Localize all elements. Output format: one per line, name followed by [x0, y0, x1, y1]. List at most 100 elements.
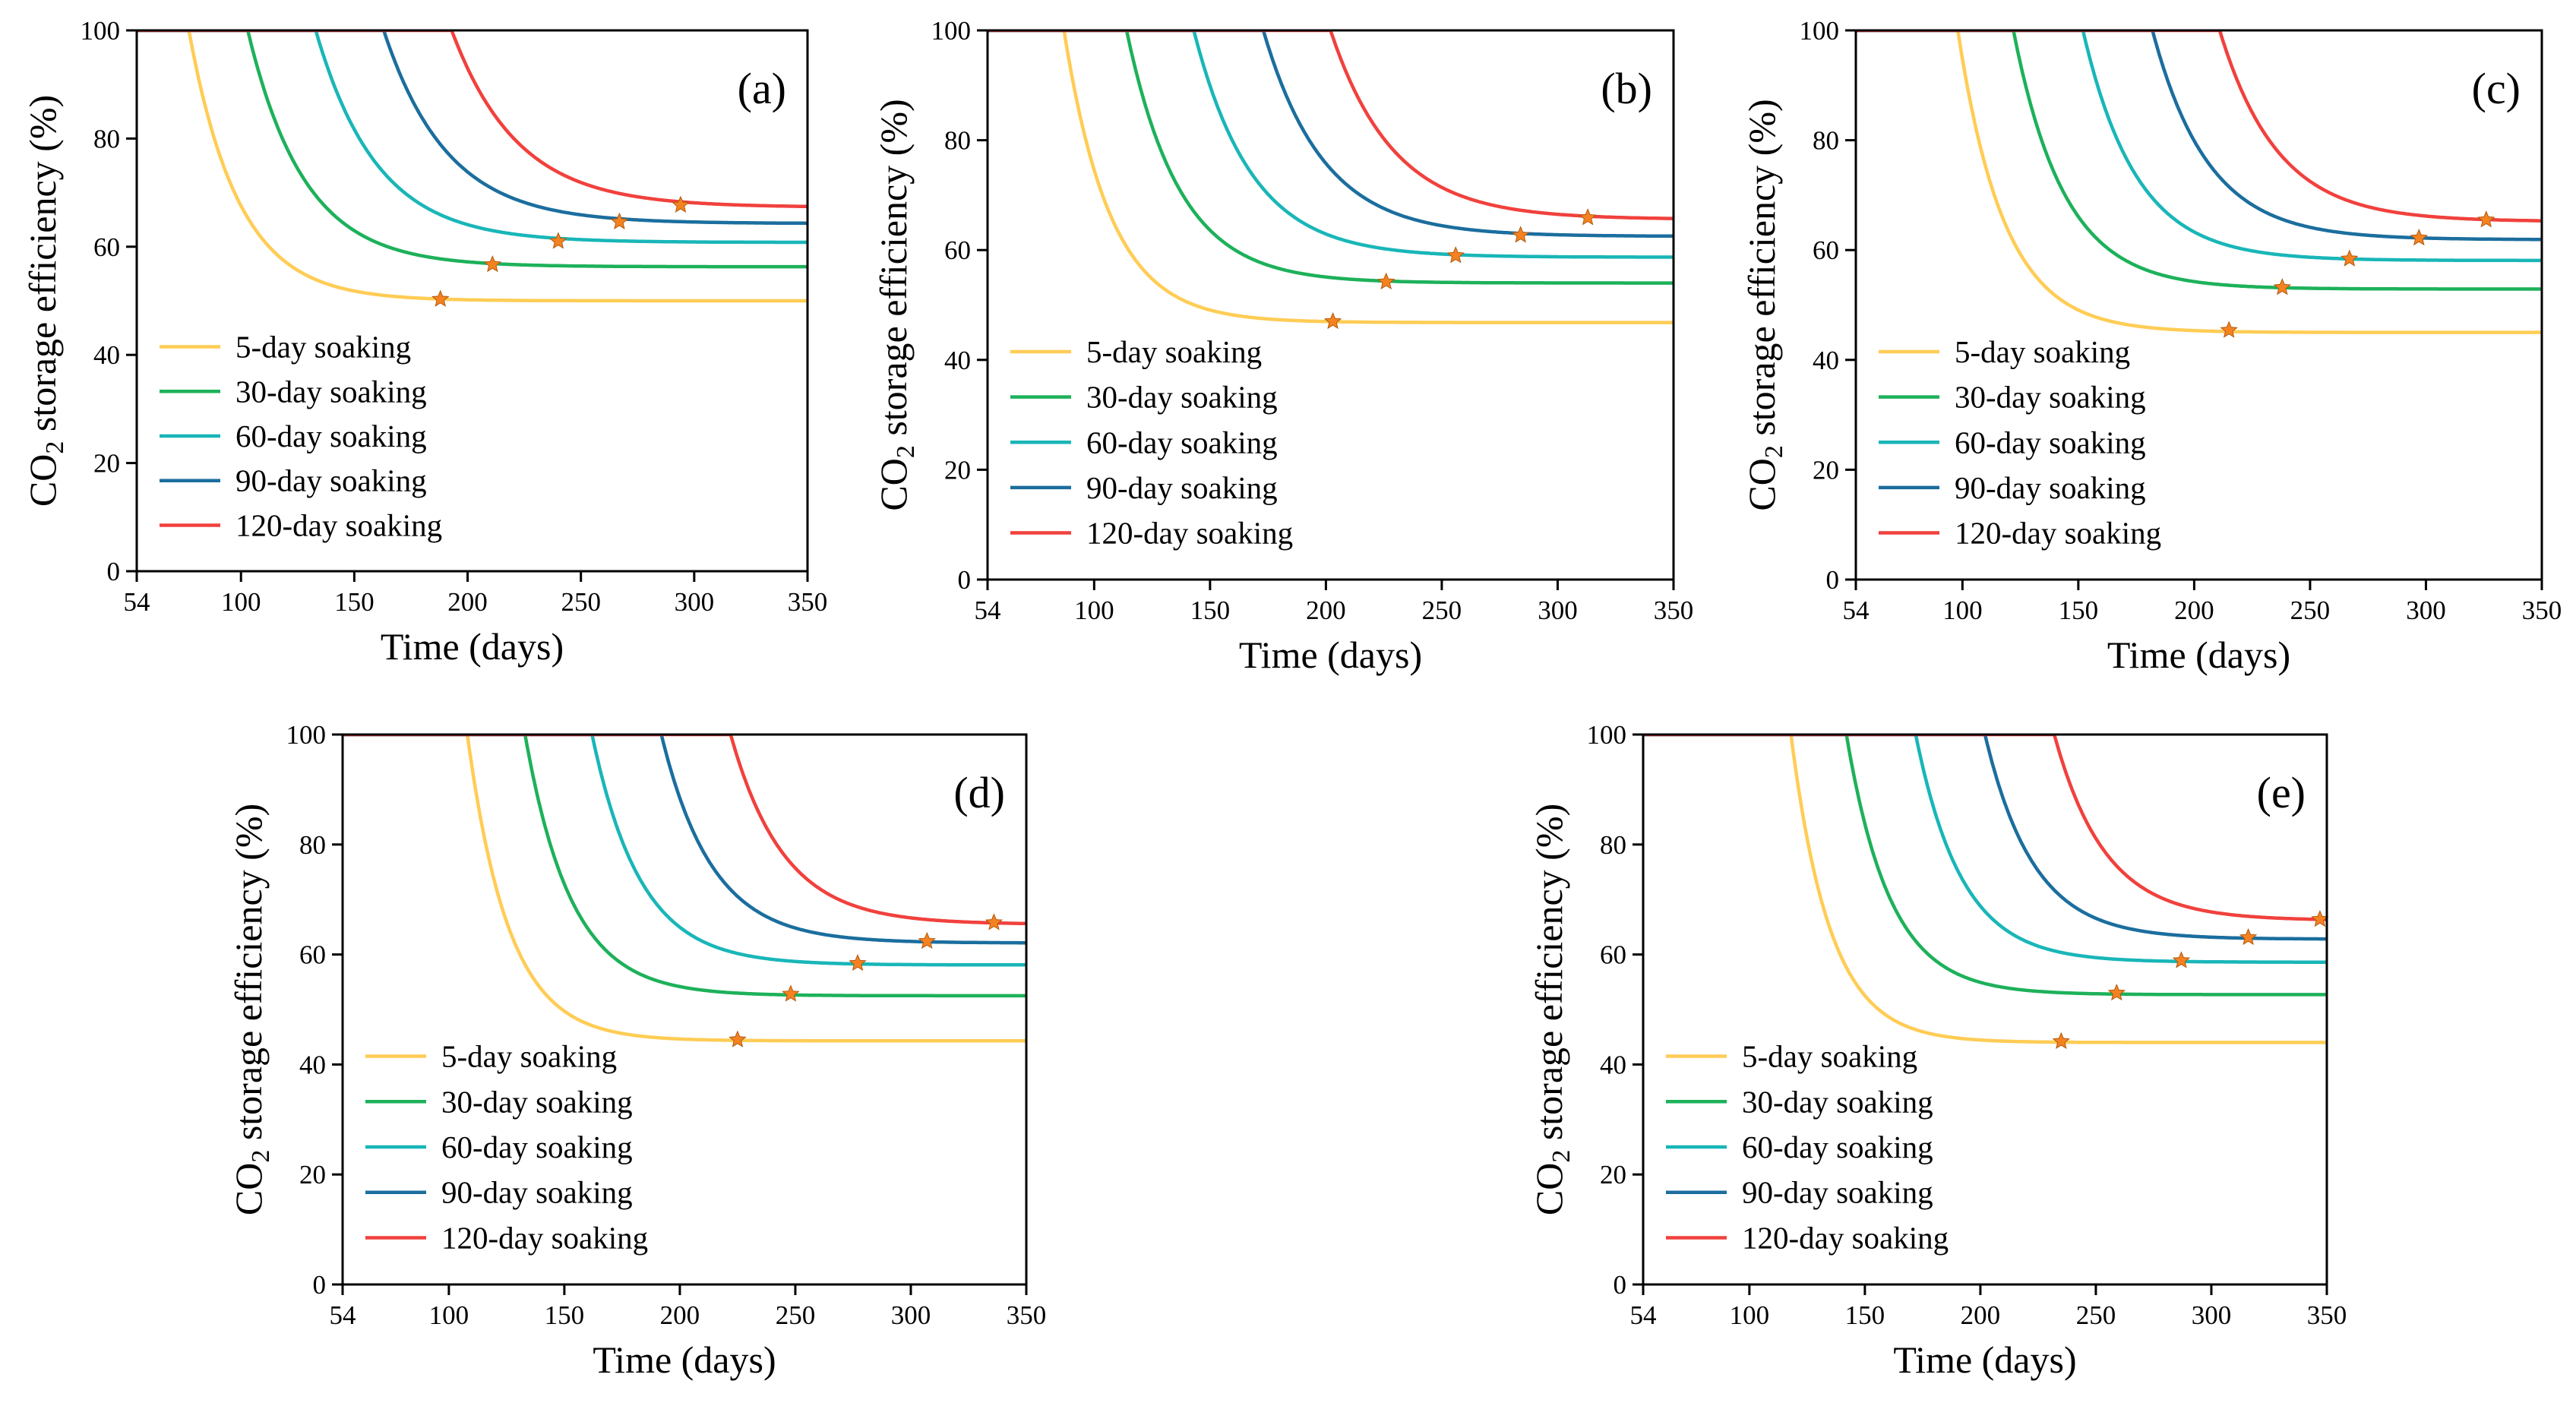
x-axis-title: Time (days) — [2107, 633, 2290, 676]
series-group — [1856, 30, 2542, 334]
panel-label: (c) — [2472, 64, 2521, 113]
x-tick-label: 250 — [2076, 1300, 2116, 1330]
star-marker-5-day — [729, 1030, 747, 1047]
series-line-5-day — [988, 30, 1674, 324]
legend-label-30-day: 30-day soaking — [1955, 380, 2146, 415]
x-tick-label: 150 — [545, 1300, 585, 1330]
legend-label-90-day: 90-day soaking — [441, 1175, 633, 1210]
y-tick-label: 80 — [93, 124, 120, 153]
legend-label-90-day: 90-day soaking — [1955, 470, 2146, 505]
series-group — [343, 735, 1026, 1043]
y-tick-label: 60 — [1813, 235, 1839, 265]
plot-frame — [1854, 29, 2543, 581]
series-line-60-day — [1856, 30, 2542, 263]
y-tick-label: 60 — [1600, 940, 1626, 970]
y-axis-title-subscript: 2 — [1760, 445, 1788, 458]
x-axis-title: Time (days) — [593, 1338, 776, 1381]
y-tick-label: 20 — [944, 455, 971, 485]
legend: 5-day soaking 30-day soaking 60-day soakin… — [1666, 1039, 1949, 1255]
y-tick-label: 80 — [1813, 126, 1839, 156]
legend-label-120-day: 120-day soaking — [1955, 516, 2161, 551]
y-axis-title-subscript: 2 — [892, 445, 920, 458]
legend-label-60-day: 60-day soaking — [235, 419, 427, 453]
star-marker-30-day — [483, 255, 502, 273]
legend-label-60-day: 60-day soaking — [1086, 425, 1278, 460]
x-tick-label: 100 — [429, 1300, 469, 1330]
y-tick-label: 40 — [299, 1050, 326, 1079]
y-tick-label: 60 — [93, 232, 120, 262]
y-tick-label: 100 — [81, 16, 121, 46]
legend-label-30-day: 30-day soaking — [1086, 380, 1278, 415]
chart-panel-b: 54 100 150 200 250 300 350 0 20 40 60 80 100 Time (da… — [872, 16, 1693, 676]
legend-label-120-day: 120-day soaking — [1086, 516, 1293, 551]
legend: 5-day soaking 30-day soaking 60-day soakin… — [1010, 334, 1293, 551]
x-tick-label: 100 — [1942, 596, 1983, 625]
legend-label-5-day: 5-day soaking — [441, 1039, 617, 1074]
x-tick-label: 54 — [975, 596, 1001, 625]
plot-frame — [135, 29, 809, 573]
chart-panel-d: 54 100 150 200 250 300 350 0 20 40 60 80 100 Time (da… — [227, 720, 1046, 1381]
star-marker-120-day — [2311, 909, 2329, 927]
star-marker-5-day — [1323, 311, 1342, 330]
star-marker-120-day — [1579, 208, 1597, 226]
star-marker-60-day — [849, 953, 867, 972]
legend: 5-day soaking 30-day soaking 60-day soakin… — [160, 330, 442, 542]
star-marker-90-day — [1511, 226, 1530, 243]
y-tick-label: 80 — [1600, 830, 1626, 860]
star-marker-90-day — [2410, 228, 2429, 246]
x-tick-label: 350 — [1007, 1300, 1047, 1330]
legend-label-90-day: 90-day soaking — [1742, 1175, 1933, 1210]
y-axis-title: CO2 storage efficiency (%) — [1528, 804, 1576, 1215]
x-tick-label: 150 — [1190, 596, 1231, 625]
x-axis-title: Time (days) — [1893, 1338, 2076, 1381]
y-tick-label: 40 — [1813, 346, 1839, 375]
series-line-120-day — [137, 30, 808, 209]
panel-label: (b) — [1601, 64, 1652, 113]
x-tick-label: 54 — [124, 587, 150, 617]
plot-frame — [1642, 733, 2328, 1286]
x-tick-label: 300 — [675, 587, 715, 617]
y-axis-title-subscript: 2 — [41, 441, 69, 454]
x-tick-label: 300 — [891, 1300, 931, 1330]
legend-label-60-day: 60-day soaking — [1955, 425, 2146, 460]
series-line-90-day — [1856, 30, 2542, 242]
x-tick-label: 250 — [2290, 596, 2331, 625]
y-axis-title: CO2 storage efficiency (%) — [21, 95, 69, 507]
y-tick-label: 100 — [286, 720, 327, 750]
star-marker-90-day — [2239, 927, 2258, 946]
y-axis-title-subscript: 2 — [1547, 1150, 1576, 1163]
y-axis-title-main: CO — [227, 1163, 270, 1215]
legend-label-5-day: 5-day soaking — [1742, 1039, 1917, 1074]
series-line-30-day — [137, 30, 808, 269]
legend-label-5-day: 5-day soaking — [235, 330, 411, 365]
x-tick-label: 200 — [447, 587, 488, 617]
series-line-120-day — [1856, 30, 2542, 223]
legend-label-120-day: 120-day soaking — [441, 1220, 648, 1255]
y-tick-label: 40 — [944, 346, 971, 375]
panel-label: (a) — [738, 64, 786, 113]
y-tick-label: 0 — [1614, 1270, 1627, 1300]
x-tick-label: 150 — [2059, 596, 2099, 625]
series-line-90-day — [343, 735, 1026, 945]
x-tick-label: 300 — [2192, 1300, 2232, 1330]
y-tick-label: 20 — [93, 449, 120, 479]
star-marker-5-day — [2052, 1032, 2071, 1049]
y-axis-title: CO2 storage efficiency (%) — [1740, 99, 1788, 510]
star-marker-5-day — [2220, 321, 2238, 338]
plot-frame — [341, 733, 1028, 1286]
y-tick-label: 0 — [107, 557, 121, 586]
x-tick-label: 54 — [330, 1300, 356, 1330]
y-axis-title-main: CO — [1740, 458, 1783, 510]
star-marker-120-day — [672, 195, 690, 213]
x-tick-label: 200 — [2174, 596, 2214, 625]
y-tick-label: 20 — [299, 1160, 326, 1190]
series-line-5-day — [137, 30, 808, 303]
series-group — [988, 30, 1674, 324]
legend-label-5-day: 5-day soaking — [1086, 334, 1262, 369]
panel-label: (e) — [2257, 768, 2306, 817]
series-group — [137, 30, 808, 303]
x-tick-label: 300 — [2406, 596, 2446, 625]
y-tick-label: 100 — [1587, 720, 1627, 750]
chart-panel-e: 54 100 150 200 250 300 350 0 20 40 60 80 100 Time (da… — [1528, 720, 2347, 1381]
